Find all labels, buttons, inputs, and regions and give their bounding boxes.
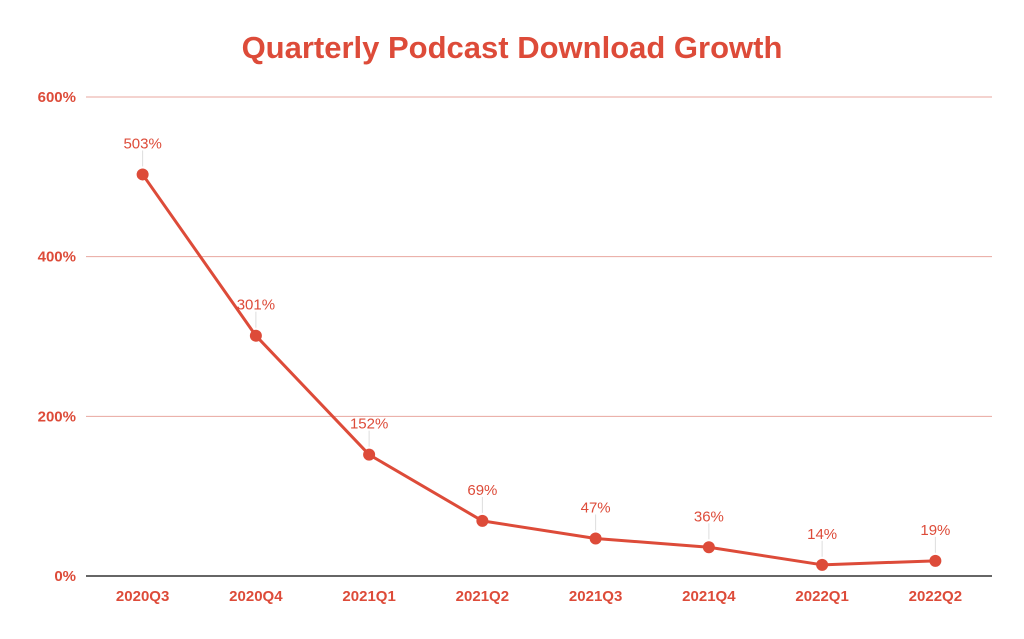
y-axis-ticks: 0% 200% 400% 600% — [38, 89, 76, 585]
series-layer — [141, 173, 936, 567]
data-point[interactable] — [363, 448, 376, 461]
data-point[interactable] — [249, 329, 262, 342]
x-tick-label: 2020Q4 — [229, 588, 283, 605]
x-axis-ticks: 2020Q3 2020Q4 2021Q1 2021Q2 2021Q3 2021Q4 2022… — [116, 588, 962, 605]
data-label: 69% — [467, 482, 497, 499]
data-point[interactable] — [136, 168, 149, 181]
data-label: 36% — [694, 508, 724, 525]
x-tick-label: 2021Q2 — [456, 588, 509, 605]
data-point[interactable] — [816, 558, 829, 571]
data-label-leaders — [142, 150, 936, 557]
y-tick-label: 0% — [54, 568, 76, 585]
series-line — [141, 173, 936, 567]
data-point[interactable] — [476, 514, 489, 527]
data-label: 19% — [920, 522, 950, 539]
y-tick-label: 600% — [38, 89, 76, 106]
data-labels: 503% 301% 152% 69% 47% 36% 14% 19% — [123, 135, 950, 542]
y-tick-label: 400% — [38, 249, 76, 266]
data-point[interactable] — [702, 541, 715, 554]
x-tick-label: 2022Q2 — [909, 588, 962, 605]
data-label: 503% — [123, 135, 161, 152]
x-tick-label: 2021Q4 — [682, 588, 736, 605]
x-tick-label: 2020Q3 — [116, 588, 169, 605]
chart-title: Quarterly Podcast Download Growth — [242, 30, 783, 65]
data-points — [136, 168, 942, 571]
x-tick-label: 2022Q1 — [795, 588, 848, 605]
data-point[interactable] — [929, 554, 942, 567]
data-point[interactable] — [589, 532, 602, 545]
data-label: 152% — [350, 416, 388, 433]
gridlines — [86, 96, 992, 577]
data-label: 301% — [237, 297, 275, 314]
data-label: 47% — [581, 499, 611, 516]
x-tick-label: 2021Q1 — [342, 588, 395, 605]
data-label: 14% — [807, 526, 837, 543]
x-tick-label: 2021Q3 — [569, 588, 622, 605]
y-tick-label: 200% — [38, 408, 76, 425]
